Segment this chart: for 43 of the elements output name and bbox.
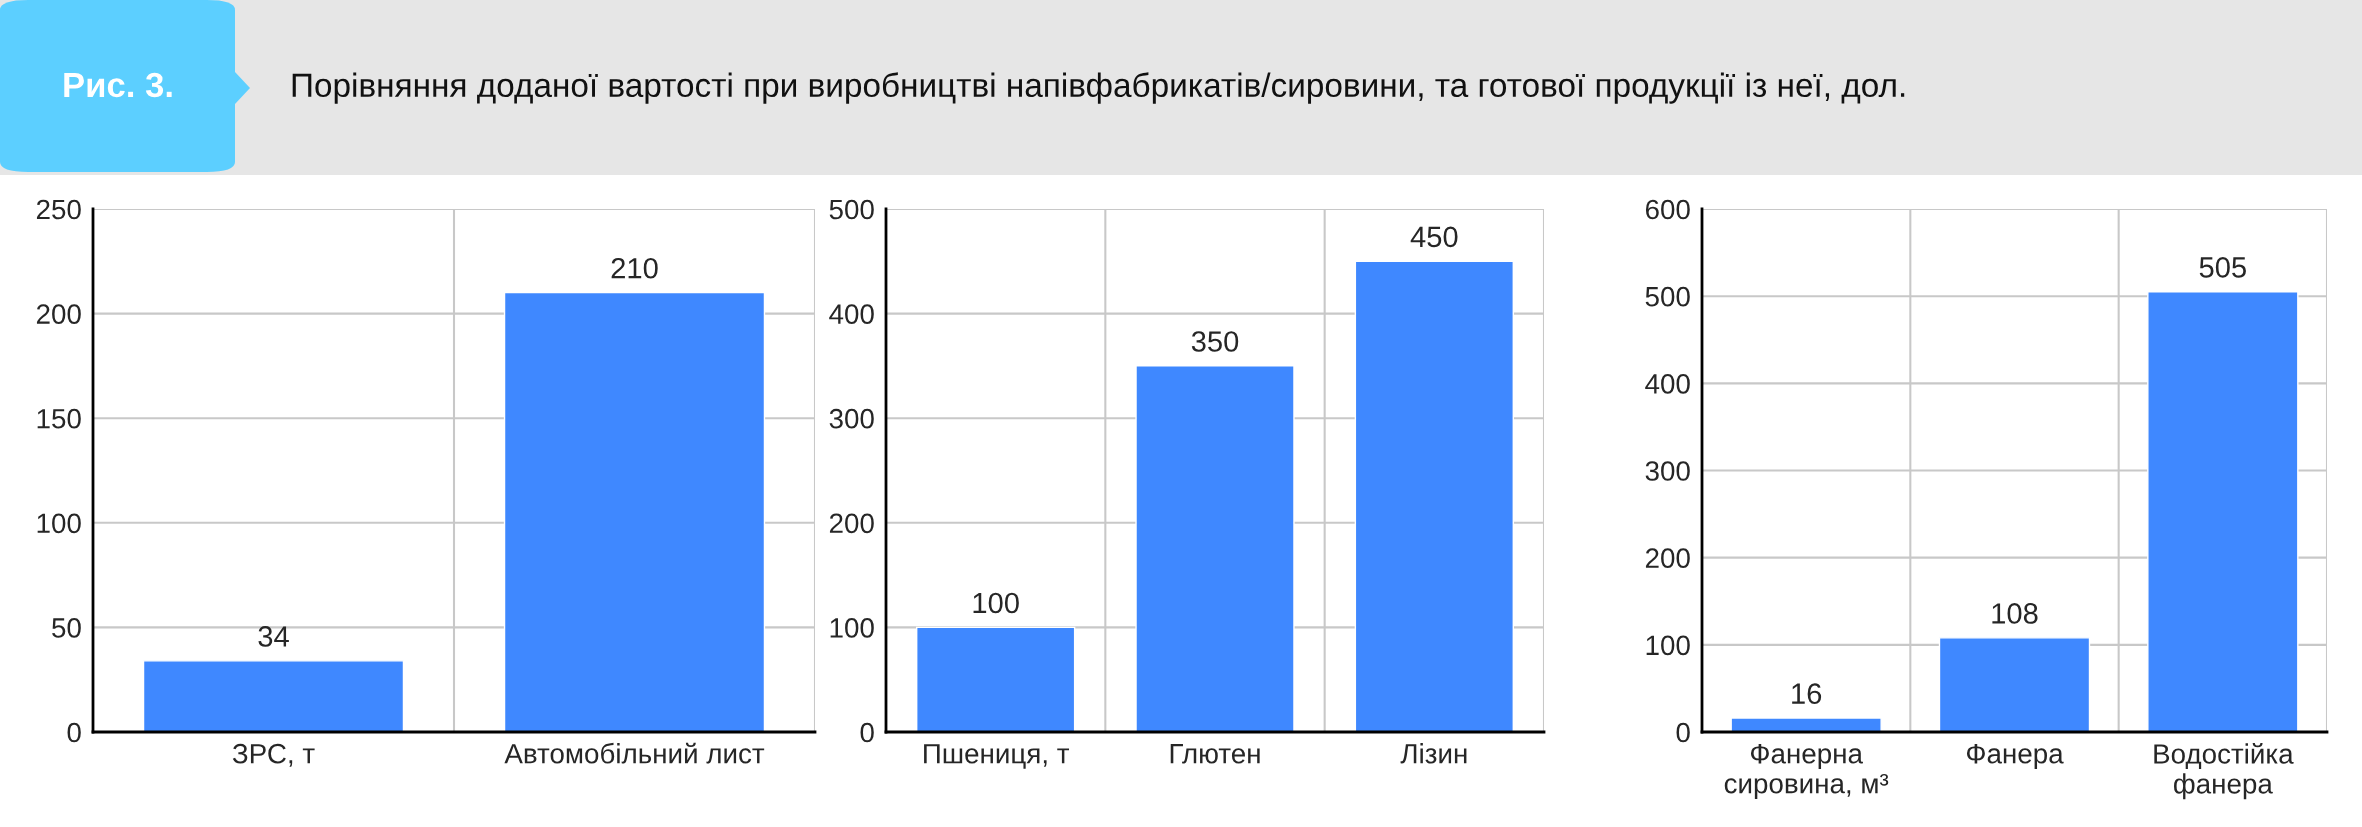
data-label: 505 (2199, 257, 2246, 278)
x-tick-label: Глютен (1170, 744, 1260, 764)
text: Порівняння доданої вартості при виробництві напівфабрикатів/сировини, та готової продукції із неї, дол. (292, 72, 1905, 104)
bar (1354, 260, 1514, 732)
y-tick-label: 200 (1645, 548, 1690, 569)
y-tick-label: 500 (1645, 286, 1690, 307)
y-tick-label: 0 (860, 722, 874, 743)
bar (916, 626, 1076, 732)
data-label: 210 (611, 257, 658, 279)
data-label: 350 (1191, 331, 1239, 352)
y-tick-label: 200 (36, 304, 81, 324)
data-label: 16 (1792, 683, 1822, 704)
bar (1938, 637, 2091, 732)
text: Рис. 3. (64, 72, 172, 98)
bar (2147, 291, 2299, 732)
y-tick-label: 100 (37, 513, 81, 534)
y-tick-label: 0 (1676, 722, 1690, 743)
y-tick-label: 600 (1645, 199, 1690, 220)
data-label: 100 (973, 592, 1019, 614)
y-tick-label: 0 (67, 722, 81, 743)
x-tick-label: Пшениця, т (924, 744, 1070, 769)
x-tick-label: Лізин (1400, 743, 1467, 764)
data-label: 34 (258, 626, 289, 647)
x-tick-label: Водостійка фанера (2154, 742, 2294, 800)
y-tick-label: 300 (829, 408, 874, 429)
y-tick-label: 100 (830, 618, 874, 638)
data-label: 450 (1410, 226, 1458, 248)
y-tick-label: 300 (1645, 461, 1690, 481)
x-tick-label: Фанера (1966, 744, 2064, 770)
data-label: 108 (1992, 603, 2038, 624)
x-tick-label: ЗРС, т (232, 743, 315, 767)
bar (1135, 365, 1295, 732)
bar (1730, 717, 1882, 732)
x-tick-label: Автомобільний лист (504, 742, 765, 764)
y-tick-label: 150 (37, 408, 81, 429)
y-tick-label: 200 (829, 513, 874, 534)
y-tick-label: 400 (1645, 374, 1690, 394)
y-tick-label: 50 (52, 618, 81, 638)
y-tick-label: 250 (36, 199, 81, 220)
x-tick-label: Фанерна сировина, м³ (1724, 744, 1889, 799)
y-tick-label: 500 (829, 199, 874, 220)
y-tick-label: 100 (1646, 635, 1690, 656)
y-tick-label: 400 (829, 304, 874, 324)
